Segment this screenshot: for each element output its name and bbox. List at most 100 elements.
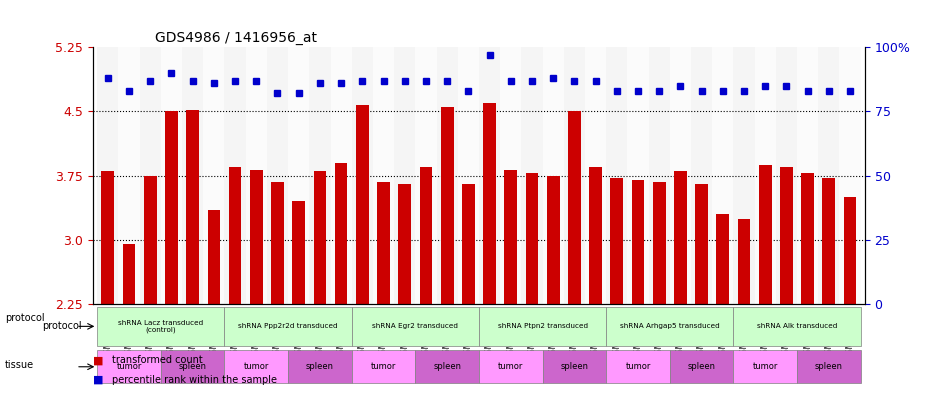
Bar <box>648 47 670 304</box>
Bar <box>330 47 352 304</box>
Bar <box>712 47 734 304</box>
Bar <box>780 167 792 304</box>
Text: ■: ■ <box>93 356 103 365</box>
Text: spleen: spleen <box>561 362 589 371</box>
Text: tumor: tumor <box>244 362 269 371</box>
Text: protocol: protocol <box>43 321 82 331</box>
Bar <box>335 163 348 304</box>
Bar <box>631 180 644 304</box>
Bar <box>691 47 712 304</box>
Bar <box>458 47 479 304</box>
Bar <box>674 171 686 304</box>
Bar <box>547 176 560 304</box>
FancyBboxPatch shape <box>606 350 670 383</box>
Bar <box>140 47 161 304</box>
Bar <box>462 184 474 304</box>
Bar <box>373 47 394 304</box>
FancyBboxPatch shape <box>734 307 860 346</box>
Text: spleen: spleen <box>687 362 715 371</box>
Bar <box>98 47 118 304</box>
FancyBboxPatch shape <box>542 350 606 383</box>
FancyBboxPatch shape <box>224 350 288 383</box>
Bar <box>479 47 500 304</box>
Text: tumor: tumor <box>371 362 396 371</box>
Bar <box>313 171 326 304</box>
FancyBboxPatch shape <box>161 350 224 383</box>
Bar <box>182 47 204 304</box>
Bar <box>759 165 772 304</box>
Bar <box>585 47 606 304</box>
Bar <box>734 47 754 304</box>
Bar <box>161 47 182 304</box>
Bar <box>229 167 242 304</box>
Bar <box>246 47 267 304</box>
Bar <box>123 244 136 304</box>
Bar <box>484 103 496 304</box>
Bar <box>204 47 224 304</box>
Bar <box>568 112 580 304</box>
Text: ■: ■ <box>93 375 103 385</box>
Text: spleen: spleen <box>306 362 334 371</box>
Text: tumor: tumor <box>625 362 651 371</box>
Bar <box>288 47 310 304</box>
FancyBboxPatch shape <box>606 307 734 346</box>
Bar <box>802 173 814 304</box>
Bar <box>272 182 284 304</box>
Bar <box>436 47 458 304</box>
Text: tumor: tumor <box>752 362 777 371</box>
Bar <box>754 47 776 304</box>
FancyBboxPatch shape <box>670 350 734 383</box>
Bar <box>166 112 178 304</box>
Bar <box>292 202 305 304</box>
Text: percentile rank within the sample: percentile rank within the sample <box>112 375 276 385</box>
Bar <box>844 197 857 304</box>
FancyBboxPatch shape <box>352 307 479 346</box>
Bar <box>144 176 156 304</box>
FancyBboxPatch shape <box>352 350 416 383</box>
Bar <box>696 184 708 304</box>
Bar <box>716 214 729 304</box>
Text: shRNA Alk transduced: shRNA Alk transduced <box>757 323 837 329</box>
Bar <box>737 219 751 304</box>
Text: spleen: spleen <box>815 362 843 371</box>
Text: protocol: protocol <box>5 313 45 323</box>
Text: tumor: tumor <box>498 362 524 371</box>
Bar <box>352 47 373 304</box>
Text: shRNA Lacz transduced
(control): shRNA Lacz transduced (control) <box>118 320 204 333</box>
Bar <box>542 47 564 304</box>
Bar <box>398 184 411 304</box>
Text: tissue: tissue <box>5 360 33 371</box>
Bar <box>776 47 797 304</box>
Bar <box>416 47 436 304</box>
Bar <box>500 47 522 304</box>
Bar <box>419 167 432 304</box>
Bar <box>564 47 585 304</box>
Bar <box>504 170 517 304</box>
FancyBboxPatch shape <box>479 350 542 383</box>
Text: transformed count: transformed count <box>112 356 203 365</box>
Text: spleen: spleen <box>433 362 461 371</box>
Bar <box>378 182 390 304</box>
Bar <box>590 167 602 304</box>
Text: spleen: spleen <box>179 362 206 371</box>
Bar <box>840 47 860 304</box>
Bar <box>101 171 114 304</box>
FancyBboxPatch shape <box>98 350 161 383</box>
Text: shRNA Arhgap5 transduced: shRNA Arhgap5 transduced <box>620 323 720 329</box>
Bar <box>525 173 538 304</box>
Bar <box>522 47 542 304</box>
Bar <box>224 47 246 304</box>
FancyBboxPatch shape <box>288 350 352 383</box>
Bar <box>653 182 666 304</box>
FancyBboxPatch shape <box>224 307 352 346</box>
Text: GDS4986 / 1416956_at: GDS4986 / 1416956_at <box>154 31 317 45</box>
Bar <box>606 47 628 304</box>
Text: shRNA Ppp2r2d transduced: shRNA Ppp2r2d transduced <box>238 323 338 329</box>
Bar <box>310 47 330 304</box>
Bar <box>628 47 648 304</box>
Text: shRNA Egr2 transduced: shRNA Egr2 transduced <box>372 323 458 329</box>
Text: tumor: tumor <box>116 362 141 371</box>
FancyBboxPatch shape <box>734 350 797 383</box>
Bar <box>818 47 840 304</box>
Bar <box>186 110 199 304</box>
